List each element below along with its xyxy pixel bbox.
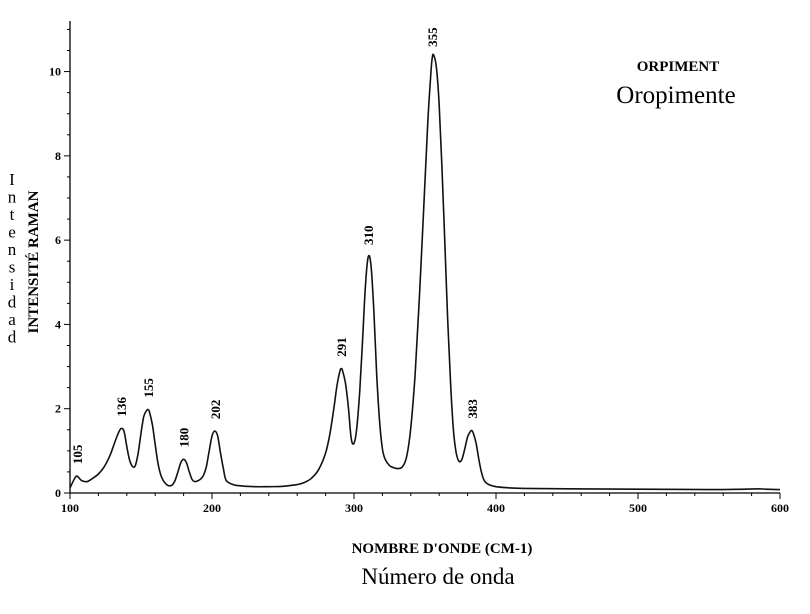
y-tick-label: 8 <box>55 149 61 163</box>
x-tick-label: 300 <box>345 501 363 515</box>
y-tick-label: 6 <box>55 233 61 247</box>
x-tick-label: 500 <box>629 501 647 515</box>
peak-label: 383 <box>465 399 480 419</box>
y-tick-label: 10 <box>49 65 61 79</box>
x-tick-label: 600 <box>771 501 789 515</box>
tick-marks: 100 200 300 400 500 600 0 2 4 6 8 10 <box>49 28 789 515</box>
x-tick-label: 200 <box>203 501 221 515</box>
peak-label: 291 <box>334 337 349 357</box>
x-axis-label-en: NOMBRE D'ONDE (CM-1) <box>352 541 533 557</box>
spectrum-curve-layer <box>69 53 781 491</box>
peak-label: 180 <box>177 428 192 448</box>
peak-label: 202 <box>208 400 223 420</box>
peak-label: 310 <box>361 226 376 246</box>
peak-label: 136 <box>114 397 129 417</box>
spectrum-line <box>69 53 781 491</box>
chart-title-es: Oropimente <box>616 82 735 109</box>
peak-label: 355 <box>425 27 440 47</box>
peak-labels: 105 136 155 180 202 291 310 355 383 <box>70 27 480 464</box>
x-tick-label: 400 <box>487 501 505 515</box>
x-tick-label: 100 <box>61 501 79 515</box>
y-tick-label: 2 <box>55 402 61 416</box>
peak-label: 105 <box>70 444 85 464</box>
x-axis-label-es: Número de onda <box>361 564 514 589</box>
y-tick-label: 0 <box>55 486 61 500</box>
peak-label: 155 <box>141 378 156 398</box>
plot-axes <box>69 21 780 494</box>
y-tick-label: 4 <box>55 317 61 331</box>
y-axis-label-en: INTENSITÉ RAMAN <box>25 190 42 333</box>
chart-title-en: ORPIMENT <box>637 59 720 75</box>
